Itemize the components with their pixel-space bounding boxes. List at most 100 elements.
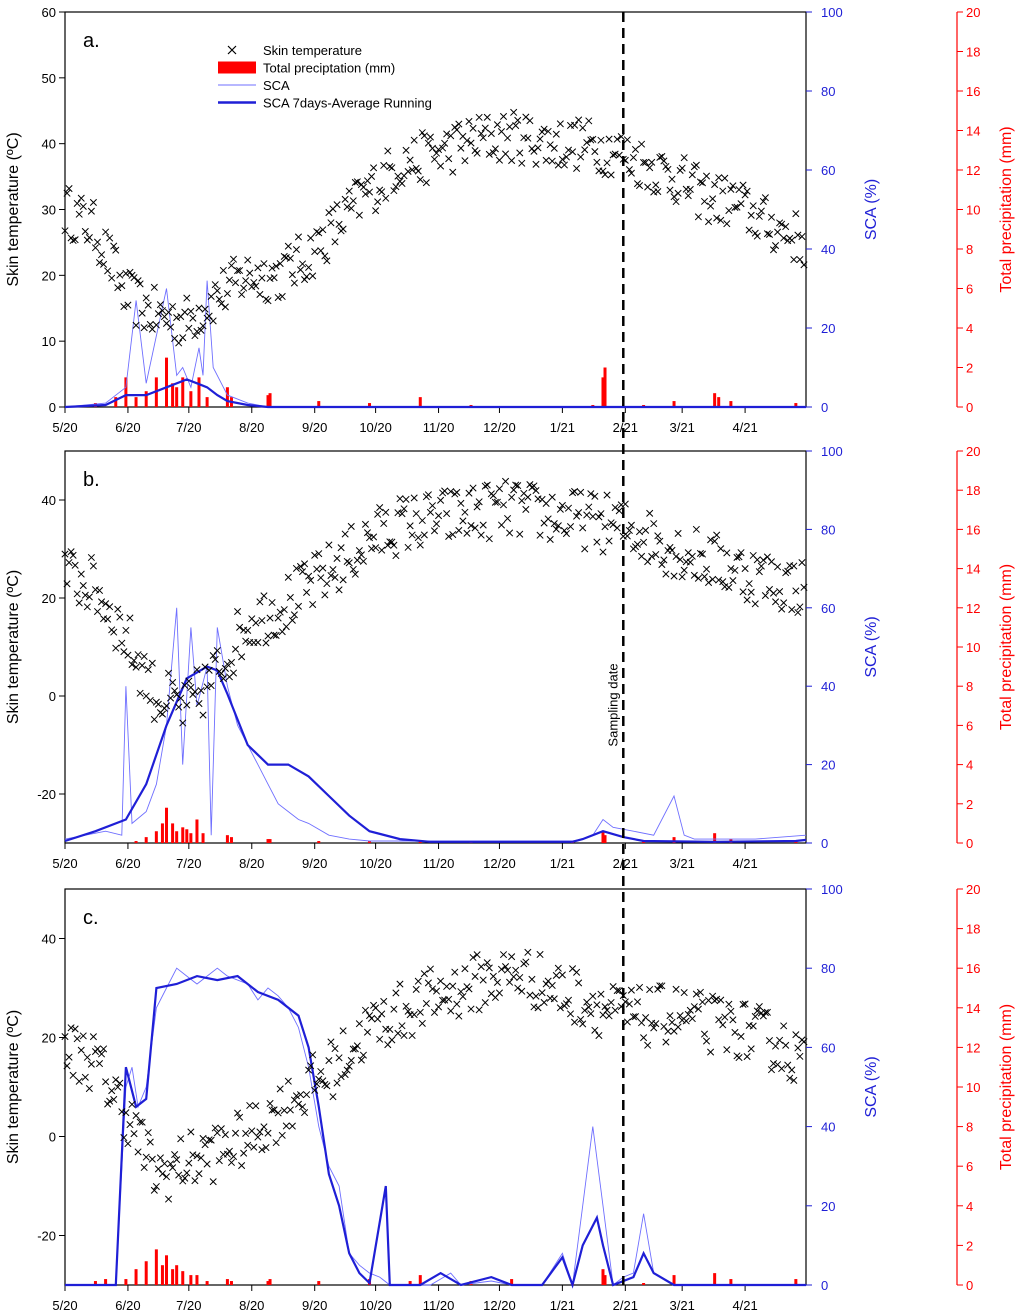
temperature-point xyxy=(420,132,428,140)
temperature-point xyxy=(654,188,662,196)
temperature-point xyxy=(333,554,341,562)
temperature-point xyxy=(250,1143,258,1151)
precip-bar xyxy=(124,377,128,407)
temperature-point xyxy=(266,614,274,622)
temperature-point xyxy=(564,996,573,1004)
y-tick-label: 10 xyxy=(42,334,56,349)
temperature-point xyxy=(788,605,796,614)
y2-tick-label: 60 xyxy=(821,601,835,616)
temperature-point xyxy=(213,287,221,295)
temperature-point xyxy=(774,228,782,236)
temperature-point xyxy=(800,261,808,269)
temperature-point xyxy=(747,211,755,219)
temperature-point xyxy=(562,1000,570,1008)
temperature-point xyxy=(254,638,262,646)
temperature-point xyxy=(199,322,207,330)
temperature-point xyxy=(686,558,694,566)
temperature-point xyxy=(201,663,209,671)
temperature-point xyxy=(540,125,548,133)
temperature-point xyxy=(128,661,136,669)
temperature-point xyxy=(526,117,534,125)
temperature-point xyxy=(782,1041,790,1049)
temperature-point xyxy=(737,1032,745,1040)
temperature-point xyxy=(642,158,650,166)
temperature-point xyxy=(205,666,213,674)
temperature-point xyxy=(477,531,485,539)
temperature-point xyxy=(298,568,307,576)
temperature-point xyxy=(106,1097,114,1105)
temperature-point xyxy=(782,223,790,231)
temperature-point xyxy=(453,1000,461,1008)
precip-bar xyxy=(195,819,199,843)
temperature-point xyxy=(118,639,126,647)
temperature-point xyxy=(61,550,69,558)
temperature-point xyxy=(680,566,688,574)
temperature-point xyxy=(327,219,335,227)
precip-bar xyxy=(189,1275,193,1285)
temperature-point xyxy=(591,148,599,156)
temperature-point xyxy=(79,581,87,590)
x-tick-label: 8/20 xyxy=(239,856,264,871)
temperature-point xyxy=(800,583,808,591)
temperature-point xyxy=(260,260,268,268)
temperature-point xyxy=(424,139,432,147)
temperature-point xyxy=(63,580,71,588)
temperature-point xyxy=(221,1131,229,1139)
temperature-point xyxy=(654,985,662,993)
precip-bar xyxy=(729,1279,733,1285)
temperature-point xyxy=(402,146,410,154)
temperature-point xyxy=(406,522,414,530)
temperature-point xyxy=(75,1077,83,1085)
temperature-point xyxy=(457,499,465,507)
temperature-point xyxy=(573,164,581,172)
y3-tick-label: 8 xyxy=(966,1120,973,1135)
temperature-point xyxy=(392,989,400,997)
temperature-point xyxy=(191,688,199,696)
y3-tick-label: 20 xyxy=(966,882,980,897)
temperature-point xyxy=(463,529,471,537)
temperature-point xyxy=(162,1173,171,1181)
temperature-point xyxy=(319,1077,327,1085)
temperature-point xyxy=(325,541,333,549)
temperature-point xyxy=(282,623,290,631)
temperature-point xyxy=(780,234,788,242)
y-tick-label: 0 xyxy=(49,1130,56,1145)
temperature-point xyxy=(311,551,319,559)
temperature-point xyxy=(518,159,526,167)
temperature-point xyxy=(347,204,355,212)
y2-axis-title: SCA (%) xyxy=(863,616,880,677)
temperature-point xyxy=(95,586,104,595)
temperature-point xyxy=(432,149,441,157)
temperature-point xyxy=(246,269,254,277)
temperature-point xyxy=(357,551,365,559)
precip-bar xyxy=(418,841,422,843)
precip-bar xyxy=(165,1255,169,1285)
temperature-point xyxy=(554,161,562,169)
temperature-point xyxy=(571,121,579,129)
temperature-point xyxy=(69,236,77,245)
temperature-point xyxy=(581,1006,589,1014)
temperature-point xyxy=(664,1027,672,1035)
temperature-point xyxy=(589,992,597,1000)
temperature-point xyxy=(177,1135,185,1143)
temperature-point xyxy=(418,129,426,137)
precip-bar xyxy=(114,397,118,407)
temperature-point xyxy=(489,491,497,500)
temperature-point xyxy=(171,687,179,695)
temperature-point xyxy=(550,520,558,528)
y2-tick-label: 20 xyxy=(821,1199,835,1214)
temperature-point xyxy=(317,1067,325,1076)
temperature-point xyxy=(95,259,104,267)
precip-bar xyxy=(197,377,201,407)
temperature-point xyxy=(207,292,215,300)
temperature-point xyxy=(154,700,162,708)
temperature-point xyxy=(660,157,668,165)
temperature-point xyxy=(420,970,428,978)
precip-bar xyxy=(154,1249,158,1285)
x-tick-label: 6/20 xyxy=(115,420,140,435)
temperature-point xyxy=(87,553,95,562)
precip-bar xyxy=(268,393,272,407)
temperature-point xyxy=(731,566,739,574)
temperature-point xyxy=(219,266,227,274)
temperature-point xyxy=(633,998,642,1006)
